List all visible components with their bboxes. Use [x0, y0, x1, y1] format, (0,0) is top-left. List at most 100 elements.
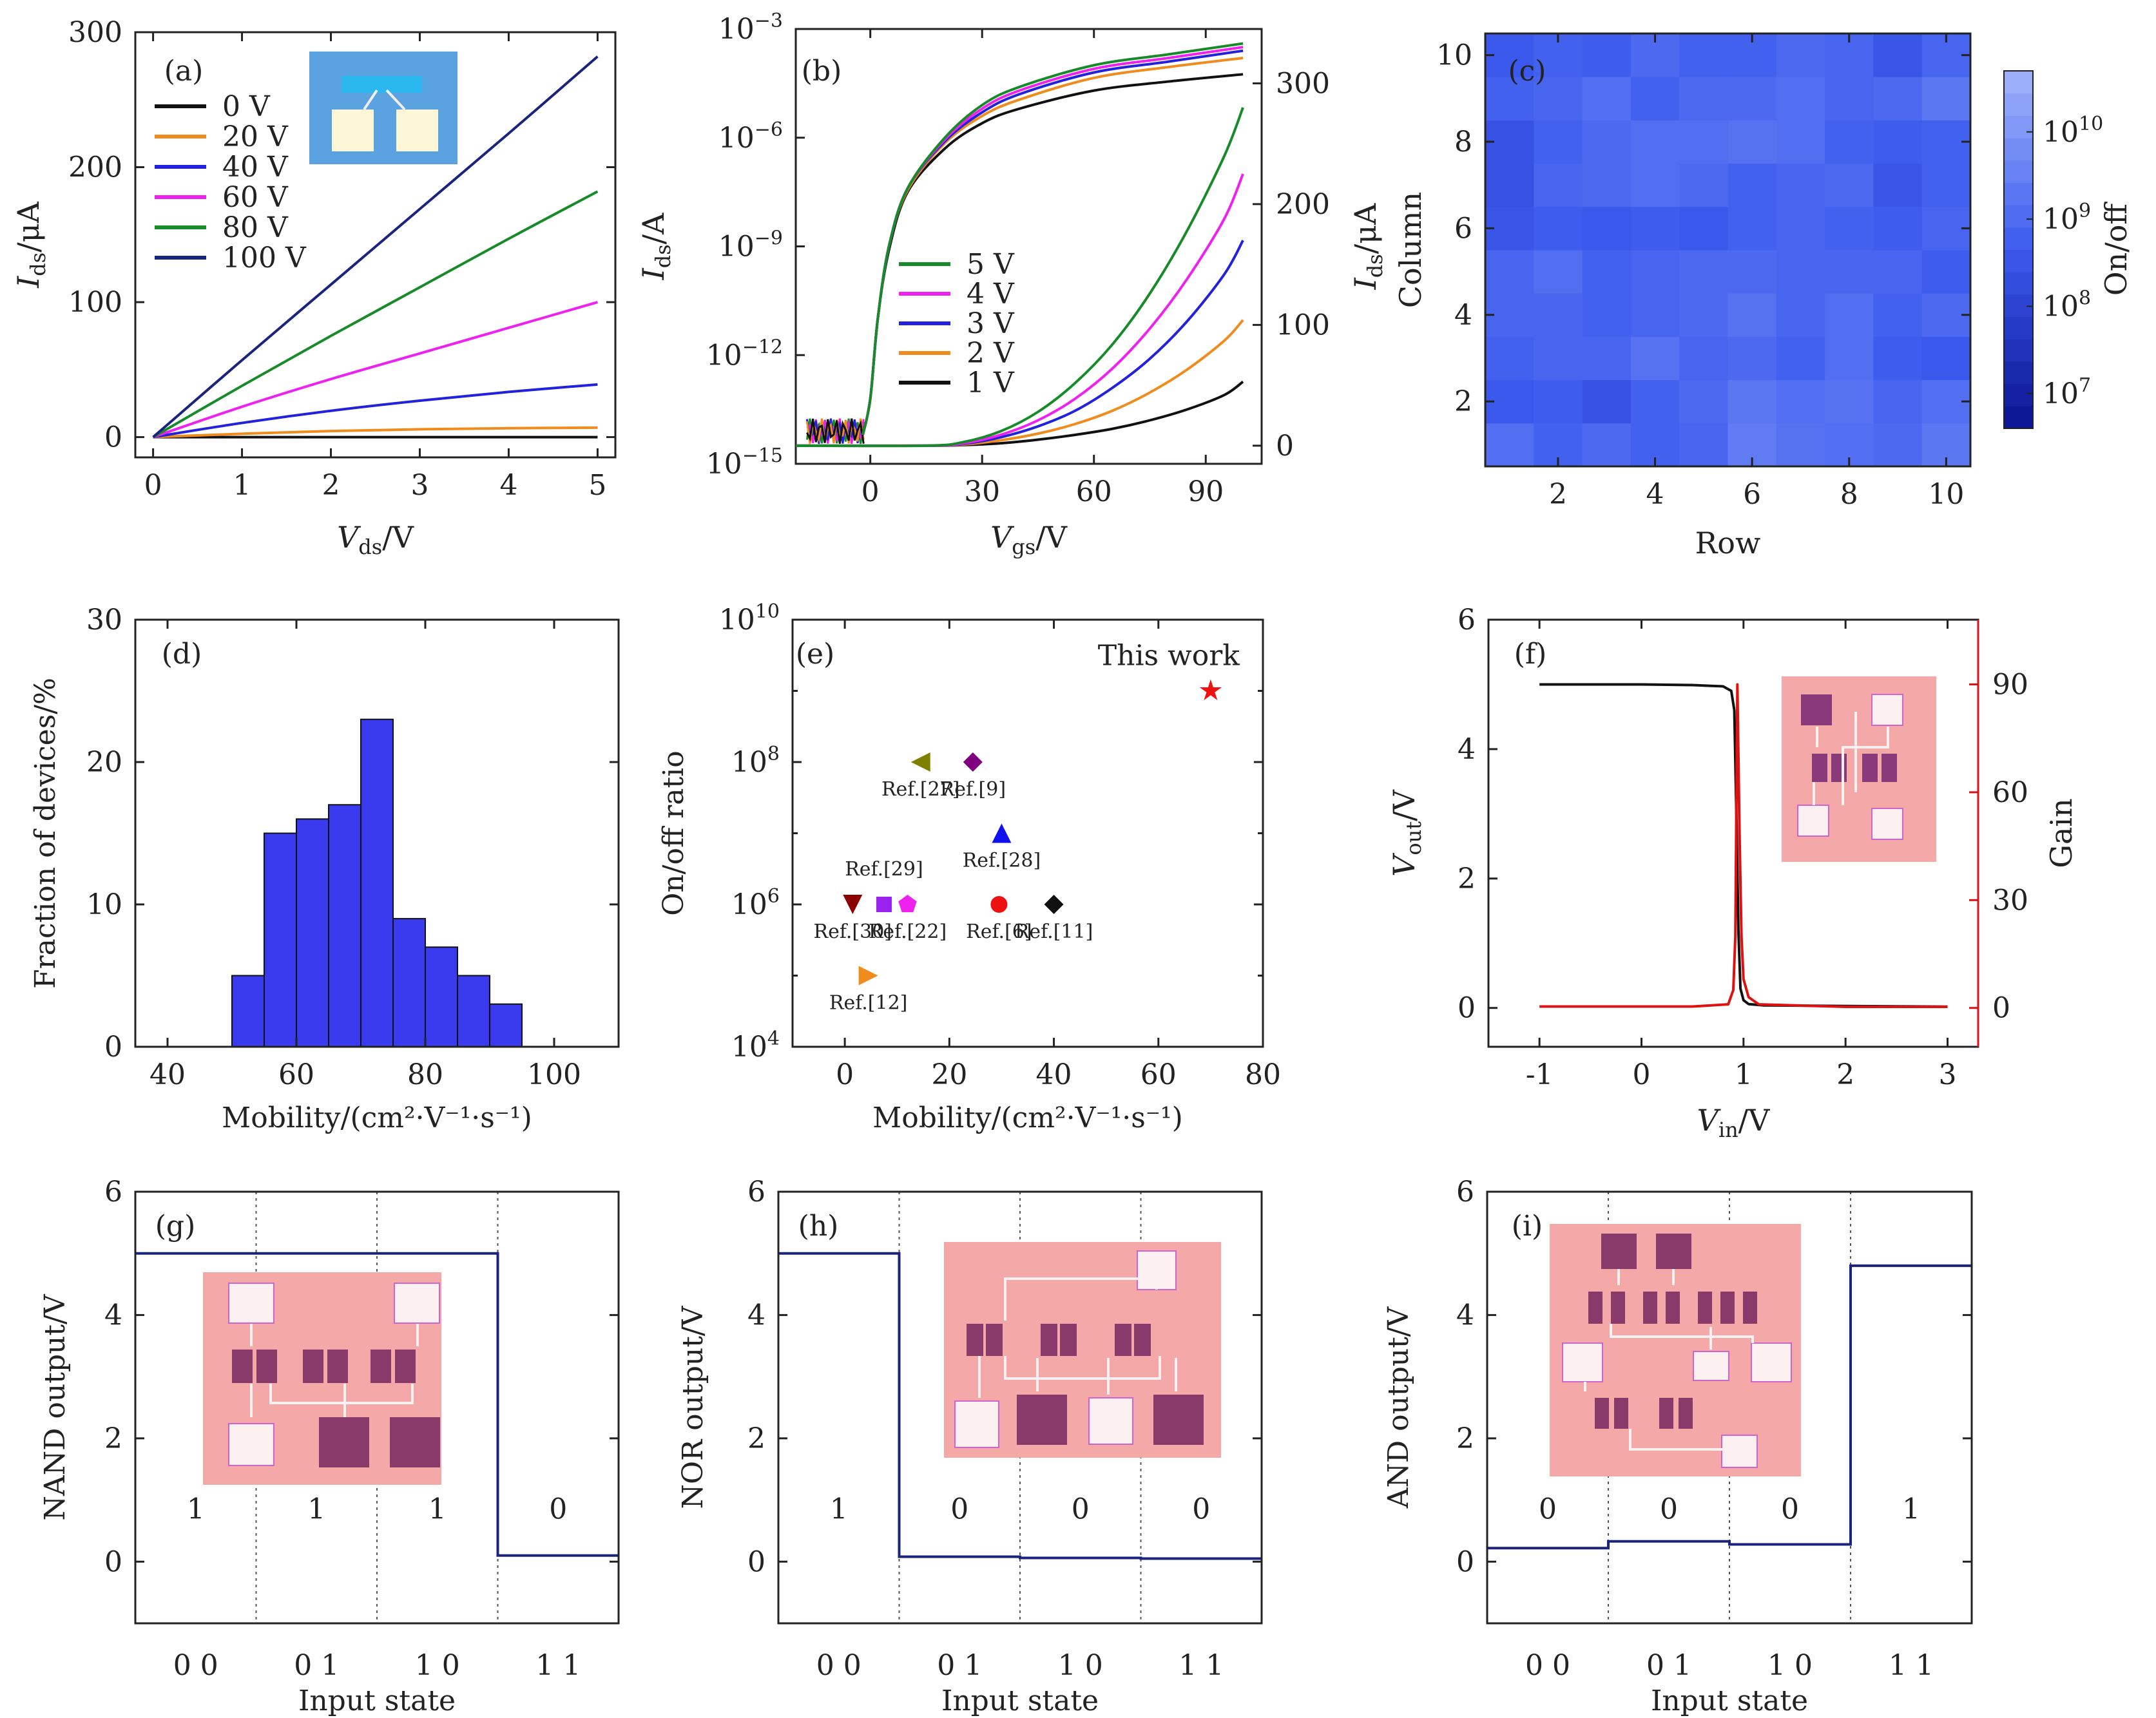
- y-tick-label-exp: −9: [755, 227, 783, 250]
- colorbar-step: [2004, 272, 2033, 295]
- heatmap-cell: [1534, 293, 1583, 337]
- ylabel-sub: ds: [651, 244, 675, 268]
- y-tick-label: 0: [104, 421, 122, 454]
- device-photo-inset: [309, 52, 457, 164]
- y-axis-label: NAND output/V: [39, 1293, 72, 1521]
- y-tick-label-exp: −6: [755, 119, 783, 141]
- y-tick-label: 2: [1454, 385, 1472, 418]
- photo-wire: [1813, 712, 1889, 805]
- photo-gate: [1720, 1292, 1735, 1324]
- heatmap-cell: [1630, 336, 1680, 381]
- y-tick-label: 0: [1458, 992, 1476, 1025]
- x-tick-label: 0: [144, 469, 162, 502]
- nand-photo-inset: [203, 1272, 441, 1485]
- x-tick-label: 80: [1245, 1058, 1281, 1091]
- panel-label: (b): [802, 55, 842, 88]
- y-tick-label: 20: [86, 746, 122, 779]
- histogram-bar: [296, 818, 329, 1048]
- heatmap-cell: [1728, 250, 1777, 294]
- y-tick-label: 6: [1458, 604, 1476, 636]
- histogram-bar: [489, 1003, 523, 1047]
- photo-gate: [1041, 1324, 1057, 1356]
- y-tick-label-base: 10: [731, 746, 767, 779]
- log-series-2: [861, 49, 1244, 435]
- x-axis-label: Input state: [1651, 1685, 1808, 1717]
- heatmap-cell: [1679, 163, 1728, 207]
- histogram-bar: [328, 804, 361, 1048]
- heatmap-cell: [1825, 120, 1874, 164]
- logic-value: 0: [1192, 1493, 1210, 1525]
- legend-label: 5 V: [967, 248, 1015, 281]
- x-tick-label: 4: [1646, 478, 1664, 511]
- y-tick-label-base: 10: [706, 448, 742, 481]
- photo-gate: [1862, 754, 1878, 782]
- heatmap-cell: [1679, 379, 1728, 424]
- x-axis-label: Input state: [941, 1685, 1099, 1717]
- heatmap-cell: [1582, 250, 1631, 294]
- photo-gate: [1831, 754, 1847, 782]
- y2-tick-label: 0: [1992, 992, 2010, 1025]
- photo-gate: [1698, 1292, 1712, 1324]
- y2-axis-label: Ids/μA: [1348, 203, 1387, 290]
- y2-tick-label: 90: [1992, 668, 2028, 701]
- axes-frame: [134, 31, 617, 459]
- state-label: 0 0: [816, 1649, 861, 1682]
- panel-label: (g): [155, 1210, 196, 1243]
- legend-label: 80 V: [222, 211, 289, 244]
- heatmap-cell: [1921, 163, 1971, 207]
- x-tick-label: 30: [964, 475, 1000, 508]
- heatmap-cell: [1582, 33, 1631, 77]
- photo-pad-light: [1562, 1342, 1603, 1382]
- heatmap-cell: [1534, 250, 1583, 294]
- colorbar-tick-label-base: 10: [2043, 116, 2079, 149]
- heatmap-cell: [1776, 293, 1825, 337]
- y-tick-label: 10−6: [718, 119, 783, 155]
- heatmap-cell: [1776, 77, 1825, 120]
- heatmap-cell: [1776, 423, 1825, 467]
- y-tick-label: 108: [731, 743, 780, 779]
- series-line-1: [1539, 683, 1948, 1009]
- log-series-3: [861, 46, 1244, 435]
- legend-label: 60 V: [222, 181, 289, 214]
- photo-gate: [303, 1350, 323, 1383]
- y-tick-label: 0: [104, 1545, 122, 1578]
- marker-9: [858, 966, 878, 986]
- heatmap-cell: [1534, 163, 1583, 207]
- heatmap-cell: [1679, 206, 1728, 251]
- heatmap-cell: [1825, 336, 1874, 381]
- colorbar-step: [2004, 316, 2033, 339]
- colorbar-tick-label-base: 10: [2043, 203, 2079, 236]
- y-tick-label: 0: [104, 1031, 122, 1064]
- heatmap-cell: [1630, 120, 1680, 164]
- point-label: Ref.[6]: [966, 921, 1032, 943]
- linear-series-3: [795, 173, 1244, 448]
- point-label: Ref.[30]: [814, 921, 892, 943]
- photo-pad-light: [228, 1283, 274, 1324]
- colorbar-tick-label-exp: 9: [2079, 200, 2091, 222]
- heatmap-cell: [1825, 379, 1874, 424]
- colorbar-frame: [2003, 70, 2034, 429]
- colorbar-step: [2004, 93, 2033, 116]
- colorbar-step: [2004, 115, 2033, 138]
- y-tick-label: 0: [747, 1545, 765, 1578]
- marker-0: [1199, 679, 1222, 701]
- xlabel-sub: ds: [358, 535, 382, 559]
- ylabel-sub: ds: [26, 253, 50, 276]
- y-tick-label-base: 10: [706, 339, 742, 372]
- heatmap-cell: [1582, 293, 1631, 337]
- photo-gate: [1679, 1398, 1693, 1429]
- panel-label: (h): [798, 1210, 839, 1243]
- heatmap-cell: [1728, 77, 1777, 120]
- panel-label: (c): [1508, 55, 1546, 88]
- legend-label: 40 V: [222, 151, 289, 184]
- photo-gate: [395, 1350, 416, 1383]
- y-tick-label: 10−15: [706, 444, 783, 481]
- xlabel-sub: in: [1718, 1118, 1738, 1142]
- photo-pad-light: [1693, 1351, 1729, 1381]
- y-tick-label: 6: [747, 1176, 765, 1208]
- y-tick-label: 100: [68, 286, 122, 319]
- heatmap-cell: [1825, 250, 1874, 294]
- nor-photo-inset: [944, 1242, 1221, 1458]
- logic-value: 0: [549, 1493, 567, 1525]
